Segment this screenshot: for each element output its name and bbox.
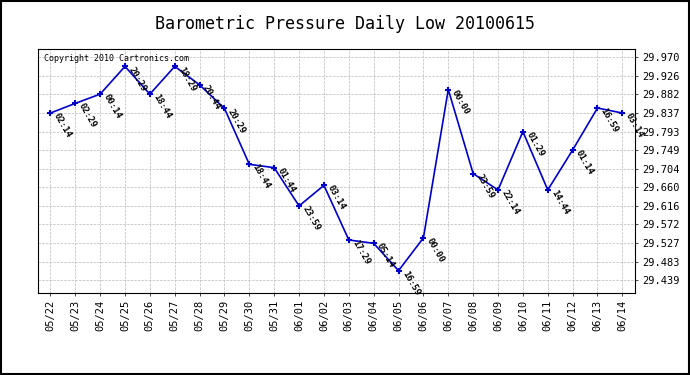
Text: 03:14: 03:14 xyxy=(325,184,346,212)
Text: 23:59: 23:59 xyxy=(475,172,496,200)
Text: 03:14: 03:14 xyxy=(624,112,645,140)
Text: 20:29: 20:29 xyxy=(126,65,148,93)
Text: 18:29: 18:29 xyxy=(176,65,197,93)
Text: 00:14: 00:14 xyxy=(101,93,123,120)
Text: 22:14: 22:14 xyxy=(500,189,521,216)
Text: 02:14: 02:14 xyxy=(52,112,73,140)
Text: 18:44: 18:44 xyxy=(250,163,272,191)
Text: 01:29: 01:29 xyxy=(524,130,546,158)
Text: Copyright 2010 Cartronics.com: Copyright 2010 Cartronics.com xyxy=(44,54,189,63)
Text: 18:44: 18:44 xyxy=(151,93,172,120)
Text: 23:59: 23:59 xyxy=(300,204,322,232)
Text: 01:14: 01:14 xyxy=(574,148,595,176)
Text: 05:14: 05:14 xyxy=(375,242,396,270)
Text: 20:44: 20:44 xyxy=(201,84,222,111)
Text: 17:29: 17:29 xyxy=(351,238,371,266)
Text: 14:44: 14:44 xyxy=(549,189,571,216)
Text: 00:00: 00:00 xyxy=(425,237,446,264)
Text: 02:29: 02:29 xyxy=(77,102,98,130)
Text: 16:59: 16:59 xyxy=(599,106,620,134)
Text: 20:29: 20:29 xyxy=(226,107,247,135)
Text: Barometric Pressure Daily Low 20100615: Barometric Pressure Daily Low 20100615 xyxy=(155,15,535,33)
Text: 16:59: 16:59 xyxy=(400,269,421,297)
Text: 01:44: 01:44 xyxy=(275,166,297,194)
Text: 00:00: 00:00 xyxy=(450,88,471,116)
